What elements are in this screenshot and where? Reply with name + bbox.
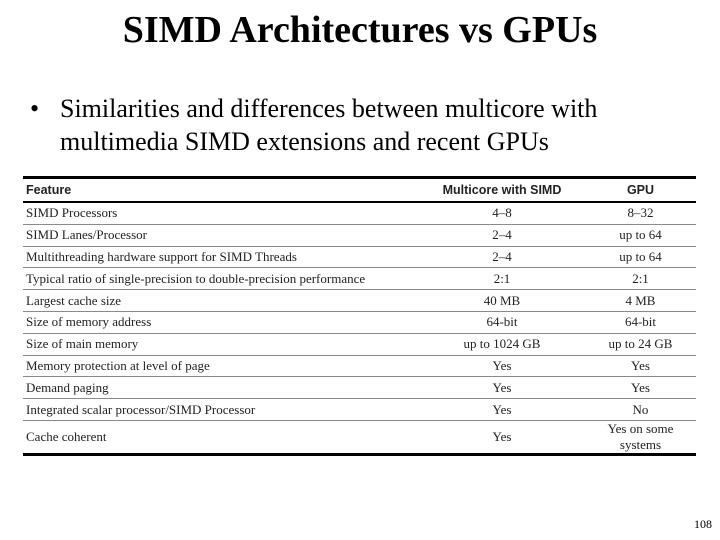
- table-header-row: Feature Multicore with SIMD GPU: [23, 179, 696, 203]
- table-row: Memory protection at level of page Yes Y…: [23, 355, 696, 378]
- header-multicore-simd: Multicore with SIMD: [419, 179, 585, 203]
- cell-gpu: Yes: [585, 355, 696, 378]
- cell-gpu: 4 MB: [585, 289, 696, 312]
- cell-multicore-simd: Yes: [419, 355, 585, 378]
- table-row: Multithreading hardware support for SIMD…: [23, 246, 696, 269]
- table-row: Cache coherent Yes Yes on some systems: [23, 420, 696, 453]
- cell-multicore-simd: Yes: [492, 428, 512, 444]
- header-feature: Feature: [23, 179, 419, 203]
- page-number: 108: [694, 517, 712, 531]
- cell-feature: Multithreading hardware support for SIMD…: [23, 246, 419, 269]
- cell-multicore-simd: up to 1024 GB: [419, 333, 585, 356]
- header-gpu: GPU: [585, 179, 696, 203]
- table-row: Size of memory address 64-bit 64-bit: [23, 311, 696, 334]
- table-row: Largest cache size 40 MB 4 MB: [23, 289, 696, 312]
- cell-feature: Integrated scalar processor/SIMD Process…: [23, 398, 419, 421]
- cell-gpu: up to 64: [585, 246, 696, 269]
- cell-feature: SIMD Lanes/Processor: [23, 224, 419, 247]
- cell-gpu: Yes: [585, 376, 696, 400]
- cell-gpu: 2:1: [585, 267, 696, 291]
- table-row: Demand paging Yes Yes: [23, 376, 696, 400]
- cell-feature: Memory protection at level of page: [23, 355, 419, 378]
- cell-feature: Largest cache size: [23, 289, 419, 312]
- cell-gpu: No: [585, 398, 696, 421]
- table-row: Integrated scalar processor/SIMD Process…: [23, 398, 696, 421]
- cell-multicore-simd: 2–4: [419, 246, 585, 269]
- cell-gpu: up to 64: [585, 224, 696, 247]
- cell-gpu: 64-bit: [585, 311, 696, 334]
- cell-feature: Demand paging: [23, 376, 419, 400]
- cell-gpu: Yes on some systems: [607, 420, 674, 452]
- slide-title: SIMD Architectures vs GPUs: [122, 9, 598, 51]
- cell-gpu: 8–32: [585, 202, 696, 225]
- cell-feature: Size of main memory: [23, 333, 419, 356]
- table-row: SIMD Lanes/Processor 2–4 up to 64: [23, 224, 696, 247]
- cell-feature: Cache coherent: [26, 428, 107, 444]
- cell-multicore-simd: 40 MB: [419, 289, 585, 312]
- table-row: SIMD Processors 4–8 8–32: [23, 202, 696, 225]
- cell-multicore-simd: Yes: [419, 376, 585, 400]
- cell-multicore-simd: 2:1: [419, 267, 585, 291]
- cell-multicore-simd: Yes: [419, 398, 585, 421]
- comparison-table: Feature Multicore with SIMD GPU SIMD Pro…: [23, 176, 696, 456]
- table-row: Size of main memory up to 1024 GB up to …: [23, 333, 696, 356]
- cell-feature: Typical ratio of single-precision to dou…: [23, 267, 419, 291]
- cell-multicore-simd: 2–4: [419, 224, 585, 247]
- bullet-icon: •: [30, 94, 40, 123]
- cell-multicore-simd: 64-bit: [419, 311, 585, 334]
- cell-gpu: up to 24 GB: [585, 333, 696, 356]
- table-row: Typical ratio of single-precision to dou…: [23, 267, 696, 291]
- cell-multicore-simd: 4–8: [419, 202, 585, 225]
- cell-feature: Size of memory address: [23, 311, 419, 334]
- cell-feature: SIMD Processors: [23, 202, 419, 225]
- bullet-text: Similarities and differences between mul…: [60, 94, 598, 156]
- bullet-point: • Similarities and differences between m…: [30, 92, 690, 158]
